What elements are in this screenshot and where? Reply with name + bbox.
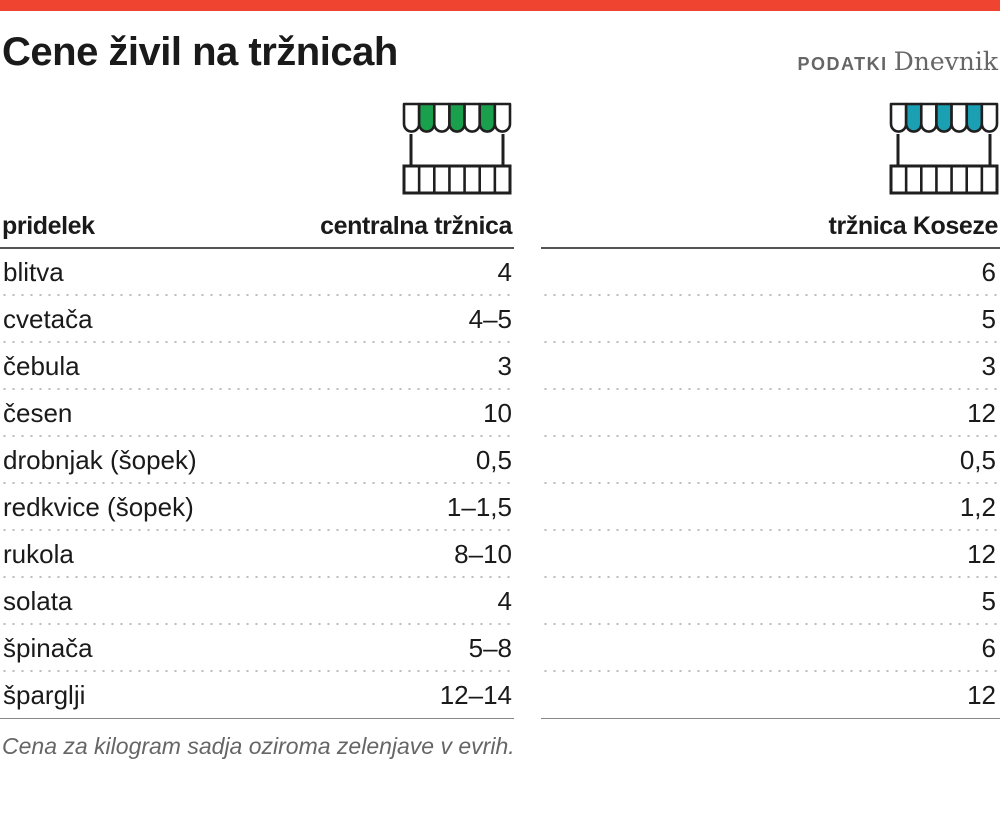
produce-name-cell: šparglji	[3, 680, 86, 710]
table-row: čebula 3 3	[0, 343, 1000, 390]
produce-name-cell: solata	[3, 586, 73, 616]
koseze-price-cell: 12	[967, 680, 996, 710]
chart-title: Cene živil na tržnicah	[2, 30, 398, 74]
row-divider	[0, 529, 514, 531]
produce-name-cell: čebula	[3, 351, 80, 381]
central-price-cell: 1–1,5	[446, 492, 512, 522]
central-price-cell: 12–14	[439, 680, 512, 710]
footnote: Cena za kilogram sadja oziroma zelenjave…	[2, 733, 515, 759]
row-divider	[541, 529, 1000, 531]
row-divider	[0, 623, 514, 625]
row-divider	[0, 294, 514, 296]
produce-name-cell: česen	[3, 398, 73, 428]
table-row: blitva 4 6	[0, 249, 1000, 296]
top-accent-bar	[0, 0, 1000, 11]
koseze-price-cell: 0,5	[959, 445, 996, 475]
koseze-price-cell: 6	[981, 257, 996, 287]
row-divider	[0, 670, 514, 672]
central-price-cell: 5–8	[468, 633, 512, 663]
row-divider	[541, 435, 1000, 437]
row-divider	[541, 670, 1000, 672]
header-rule-left	[0, 247, 514, 249]
produce-name-cell: špinača	[3, 633, 93, 663]
produce-name-cell: rukola	[3, 539, 74, 569]
column-header-central-market: centralna tržnica	[320, 212, 512, 240]
row-divider	[541, 388, 1000, 390]
market-stall-green-icon	[402, 102, 512, 195]
koseze-price-cell: 5	[981, 586, 996, 616]
table-row: redkvice (šopek) 1–1,5 1,2	[0, 484, 1000, 531]
central-price-cell: 4–5	[468, 304, 512, 334]
produce-name-cell: redkvice (šopek)	[3, 492, 194, 522]
table-row: česen 10 12	[0, 390, 1000, 437]
koseze-price-cell: 12	[967, 539, 996, 569]
row-divider	[0, 576, 514, 578]
row-divider	[0, 341, 514, 343]
table-row: drobnjak (šopek) 0,5 0,5	[0, 437, 1000, 484]
column-header-koseze-market: tržnica Koseze	[828, 212, 999, 240]
table-row: cvetača 4–5 5	[0, 296, 1000, 343]
footer-rule-right	[541, 718, 1000, 719]
central-price-cell: 8–10	[454, 539, 512, 569]
row-divider	[0, 435, 514, 437]
source-name: Dnevnik	[893, 47, 998, 76]
row-divider	[541, 294, 1000, 296]
table-row: šparglji 12–14 12	[0, 672, 1000, 719]
central-price-cell: 4	[497, 257, 512, 287]
row-divider	[541, 576, 1000, 578]
produce-name-cell: blitva	[3, 257, 64, 287]
column-header-produce: pridelek	[2, 212, 95, 240]
source-credit: PODATKI Dnevnik	[798, 47, 998, 76]
koseze-price-cell: 1,2	[959, 492, 996, 522]
market-stall-teal-icon	[889, 102, 999, 195]
row-divider	[541, 341, 1000, 343]
table-row: špinača 5–8 6	[0, 625, 1000, 672]
source-label: PODATKI	[797, 54, 888, 74]
row-divider	[541, 623, 1000, 625]
central-price-cell: 3	[497, 351, 512, 381]
koseze-price-cell: 3	[981, 351, 996, 381]
footer-rule-left	[0, 718, 514, 719]
header-rule-right	[541, 247, 1000, 249]
central-price-cell: 4	[497, 586, 512, 616]
koseze-price-cell: 5	[981, 304, 996, 334]
produce-name-cell: drobnjak (šopek)	[3, 445, 197, 475]
central-price-cell: 10	[483, 398, 512, 428]
central-price-cell: 0,5	[475, 445, 512, 475]
produce-name-cell: cvetača	[3, 304, 93, 334]
row-divider	[0, 388, 514, 390]
koseze-price-cell: 6	[981, 633, 996, 663]
row-divider	[0, 482, 514, 484]
koseze-price-cell: 12	[967, 398, 996, 428]
table-row: rukola 8–10 12	[0, 531, 1000, 578]
row-divider	[541, 482, 1000, 484]
table-row: solata 4 5	[0, 578, 1000, 625]
